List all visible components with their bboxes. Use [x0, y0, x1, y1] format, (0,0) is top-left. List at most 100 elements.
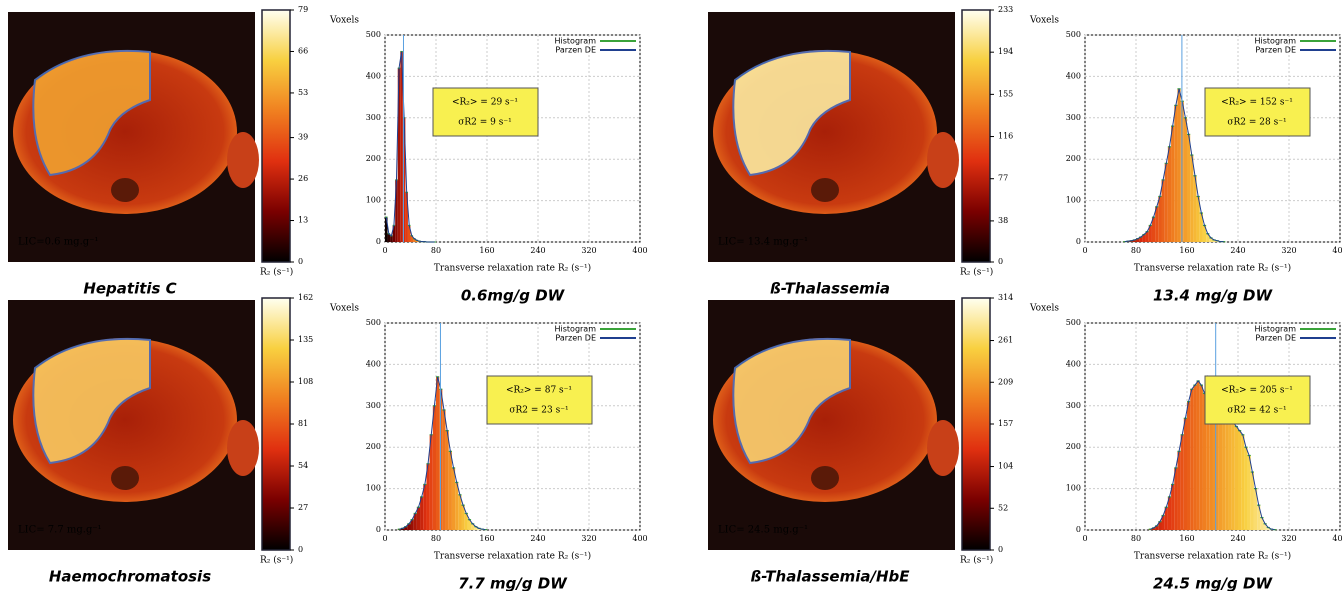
histogram-bar: [417, 507, 420, 530]
histogram-bar: [1222, 414, 1225, 530]
histogram-bar: [1235, 427, 1238, 531]
y-axis-label: Voxels: [1029, 304, 1059, 314]
colorbar: [262, 10, 290, 262]
x-tick-label: 320: [1281, 534, 1296, 543]
x-axis-label: Transverse relaxation rate R₂ (s⁻¹): [434, 551, 591, 562]
histogram-bar: [1200, 385, 1203, 530]
colorbar-tick-label: 104: [998, 462, 1013, 471]
lic-label: LIC=0.6 mg.g⁻¹: [18, 237, 98, 248]
histogram-bar: [1187, 402, 1190, 530]
colorbar-tick-label: 162: [298, 293, 313, 302]
colorbar-tick-label: 116: [998, 132, 1013, 141]
annotation-text: σR2 = 9 s⁻¹: [458, 118, 511, 128]
x-tick-label: 160: [479, 534, 494, 543]
annotation-box: [1205, 376, 1310, 424]
x-axis-label: Transverse relaxation rate R₂ (s⁻¹): [434, 263, 591, 274]
colorbar-tick-label: 79: [298, 5, 308, 14]
legend-label: Parzen DE: [555, 334, 596, 343]
mri-spine: [811, 466, 839, 490]
legend-label: Histogram: [555, 37, 597, 46]
x-axis-label: Transverse relaxation rate R₂ (s⁻¹): [1134, 551, 1291, 562]
legend-label: Parzen DE: [555, 46, 596, 55]
histogram-bar: [1238, 431, 1241, 530]
histogram-bar: [1181, 435, 1184, 530]
annotation-text: <R₂> = 29 s⁻¹: [452, 98, 518, 108]
y-tick-label: 100: [1066, 196, 1081, 205]
y-tick-label: 100: [366, 196, 381, 205]
histogram-bar: [1177, 89, 1180, 242]
lic-label: LIC= 24.5 mg.g⁻¹: [718, 525, 808, 536]
histogram-bar: [449, 451, 452, 530]
legend-label: Parzen DE: [1255, 46, 1296, 55]
plot-area: [385, 35, 640, 242]
colorbar-tick-label: 52: [998, 503, 1008, 512]
x-tick-label: 320: [1281, 246, 1296, 255]
legend-label: Histogram: [555, 325, 597, 334]
histogram-bar: [390, 236, 393, 242]
annotation-box: [1205, 88, 1310, 136]
histogram-bar: [1158, 196, 1161, 242]
annotation-text: <R₂> = 152 s⁻¹: [1221, 98, 1293, 108]
histogram-bar: [455, 482, 458, 530]
histogram-bar: [1171, 484, 1174, 530]
y-tick-label: 300: [1066, 113, 1081, 122]
panel-caption: ß-Thalassemia/HbE: [750, 568, 910, 586]
histogram-bar: [446, 431, 449, 530]
x-tick-label: 160: [1179, 246, 1194, 255]
mri-arm: [227, 132, 259, 188]
colorbar-tick-label: 135: [298, 335, 313, 344]
x-tick-label: 240: [530, 246, 545, 255]
y-tick-label: 0: [376, 525, 381, 534]
x-tick-label: 240: [1230, 534, 1245, 543]
histogram-bar: [1171, 126, 1174, 242]
x-tick-label: 80: [431, 246, 441, 255]
y-tick-label: 500: [366, 30, 381, 39]
colorbar-tick-label: 38: [998, 216, 1008, 225]
x-tick-label: 400: [1332, 246, 1342, 255]
colorbar-tick-label: 0: [298, 257, 303, 266]
colorbar-tick-label: 81: [298, 419, 308, 428]
annotation-text: <R₂> = 87 s⁻¹: [506, 386, 572, 396]
annotation-text: σR2 = 28 s⁻¹: [1227, 118, 1286, 128]
x-tick-label: 0: [1082, 534, 1087, 543]
colorbar-tick-label: 0: [298, 545, 303, 554]
histogram-bar: [1190, 155, 1193, 242]
x-tick-label: 160: [479, 246, 494, 255]
colorbar-tick-label: 26: [298, 174, 308, 183]
colorbar-tick-label: 108: [298, 377, 313, 386]
colorbar: [962, 298, 990, 550]
x-tick-label: 80: [1131, 534, 1141, 543]
colorbar-label: R₂ (s⁻¹): [260, 555, 293, 566]
mri-spine: [111, 466, 139, 490]
colorbar-tick-label: 54: [298, 461, 308, 470]
x-tick-label: 80: [431, 534, 441, 543]
y-tick-label: 500: [1066, 30, 1081, 39]
lic-label: LIC= 7.7 mg.g⁻¹: [18, 525, 102, 536]
x-tick-label: 0: [382, 534, 387, 543]
histogram-bar: [442, 410, 445, 530]
histogram-bar: [1174, 105, 1177, 242]
annotation-text: <R₂> = 205 s⁻¹: [1221, 386, 1293, 396]
y-axis-label: Voxels: [329, 16, 359, 26]
histogram-bar: [1219, 410, 1222, 530]
x-tick-label: 80: [1131, 246, 1141, 255]
x-tick-label: 400: [632, 534, 647, 543]
histogram-bar: [1184, 118, 1187, 242]
histogram-bar: [436, 377, 439, 530]
colorbar-tick-label: 0: [998, 545, 1003, 554]
plot-area: [1085, 35, 1340, 242]
colorbar-tick-label: 261: [998, 336, 1013, 345]
colorbar-tick-label: 77: [998, 174, 1008, 183]
x-tick-label: 160: [1179, 534, 1194, 543]
y-axis-label: Voxels: [329, 304, 359, 314]
y-tick-label: 200: [366, 442, 381, 451]
y-tick-label: 100: [1066, 484, 1081, 493]
y-tick-label: 400: [1066, 71, 1081, 80]
x-tick-label: 0: [382, 246, 387, 255]
histogram-bar: [1174, 468, 1177, 530]
colorbar-tick-label: 13: [298, 216, 308, 225]
histogram-bar: [1197, 381, 1200, 530]
histogram-bar: [1165, 163, 1168, 242]
colorbar-label: R₂ (s⁻¹): [960, 267, 993, 278]
histogram-bar: [433, 406, 436, 530]
